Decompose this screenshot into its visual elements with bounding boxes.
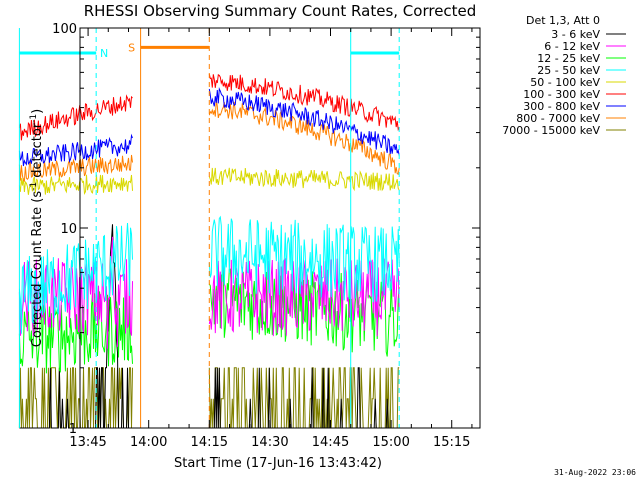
legend-header: Det 1,3, Att 0	[526, 14, 600, 27]
legend-item: 50 - 100 keV	[530, 76, 626, 89]
marker-group	[350, 28, 400, 428]
legend-label: 50 - 100 keV	[530, 76, 600, 89]
legend-label: 300 - 800 keV	[523, 100, 600, 113]
series-line	[208, 215, 400, 303]
x-tick-label: 15:00	[372, 435, 409, 450]
x-axis: 13:45 14:00 14:15 14:30 14:45 15:00 15:15	[69, 28, 473, 450]
legend-item: 25 - 50 keV	[537, 64, 626, 77]
y-tick-label: 10	[60, 222, 77, 237]
x-tick-label: 14:45	[312, 435, 349, 450]
legend-item: 6 - 12 keV	[544, 40, 626, 53]
series-line	[19, 224, 133, 429]
series-line	[208, 86, 400, 156]
marker-label: S	[128, 41, 135, 54]
series-line	[18, 174, 133, 196]
legend-item: 800 - 7000 keV	[516, 112, 626, 125]
legend-label: 7000 - 15000 keV	[502, 124, 600, 137]
y-axis: 1 10 100	[52, 22, 480, 437]
y-tick-label: 100	[52, 22, 77, 37]
series-line	[18, 289, 133, 374]
y-tick-label: 1	[69, 422, 77, 437]
series-line	[208, 167, 400, 192]
series-line	[18, 154, 133, 183]
x-tick-label: 15:15	[433, 435, 470, 450]
series-line	[18, 133, 133, 167]
legend-item: 7000 - 15000 keV	[502, 124, 626, 137]
series-line	[18, 222, 133, 334]
date-stamp: 31-Aug-2022 23:06	[554, 468, 636, 477]
legend-label: 800 - 7000 keV	[516, 112, 600, 125]
marker-group: S	[128, 28, 210, 428]
legend-label: 6 - 12 keV	[544, 40, 600, 53]
legend-label: 12 - 25 keV	[537, 52, 600, 65]
series-line	[208, 99, 400, 176]
chart-title: RHESSI Observing Summary Count Rates, Co…	[84, 2, 477, 20]
x-axis-label: Start Time (17-Jun-16 13:43:42)	[174, 456, 382, 471]
legend-label: 25 - 50 keV	[537, 64, 600, 77]
series-line	[18, 94, 133, 141]
legend-label: 100 - 300 keV	[523, 88, 600, 101]
x-tick-label: 14:00	[130, 435, 167, 450]
series-line	[18, 367, 133, 429]
x-tick-label: 13:45	[69, 435, 106, 450]
legend-item: 3 - 6 keV	[551, 28, 626, 41]
x-tick-label: 14:30	[251, 435, 288, 450]
legend-label: 3 - 6 keV	[551, 28, 600, 41]
marker-label: N	[100, 47, 108, 60]
marker-group: N	[18, 28, 108, 428]
series-line	[208, 367, 400, 429]
y-axis-label: Corrected Count Rate (s-1 detector-1)	[29, 109, 45, 347]
series-line	[208, 257, 400, 337]
series-line	[208, 73, 400, 132]
legend-item: 300 - 800 keV	[523, 100, 626, 113]
x-tick-label: 14:15	[191, 435, 228, 450]
legend-item: 12 - 25 keV	[537, 52, 626, 65]
legend-item: 100 - 300 keV	[523, 88, 626, 101]
